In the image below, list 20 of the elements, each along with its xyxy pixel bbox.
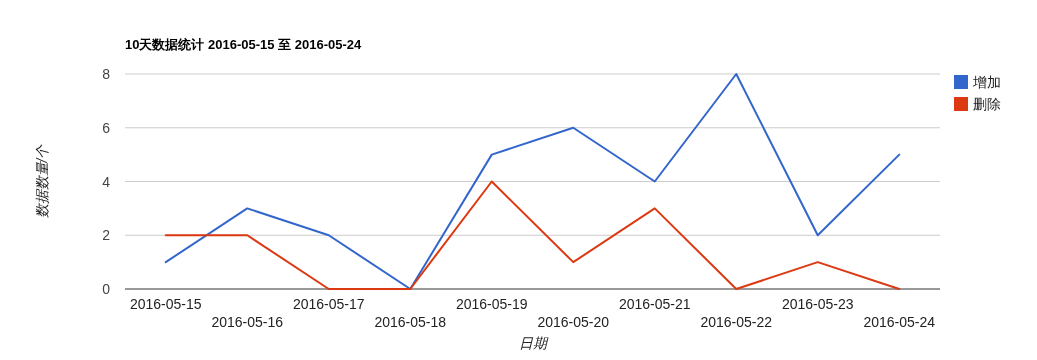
y-tick-label: 6 (102, 119, 111, 136)
x-axis-title: 日期 (518, 335, 549, 351)
x-tick-label: 2016-05-23 (781, 296, 854, 312)
x-tick-label: 2016-05-16 (211, 314, 284, 330)
y-tick-label: 2 (102, 227, 111, 244)
chart-title: 10天数据统计 2016-05-15 至 2016-05-24 (125, 37, 363, 52)
y-axis-title: 数据数量/个 (34, 143, 50, 219)
x-tick-label: 2016-05-20 (537, 314, 610, 330)
y-tick-label: 0 (102, 281, 111, 297)
x-tick-label: 2016-05-21 (618, 296, 691, 312)
x-tick-label: 2016-05-17 (292, 296, 365, 312)
legend-label: 删除 (973, 96, 1001, 112)
y-tick-label: 8 (102, 66, 111, 82)
x-tick-label: 2016-05-22 (700, 314, 773, 330)
y-tick-label: 4 (102, 173, 111, 190)
x-tick-label: 2016-05-19 (455, 296, 528, 312)
legend-label: 增加 (972, 74, 1001, 90)
x-tick-label: 2016-05-24 (863, 314, 936, 330)
x-tick-label: 2016-05-15 (129, 296, 202, 312)
x-tick-label: 2016-05-18 (374, 314, 447, 330)
